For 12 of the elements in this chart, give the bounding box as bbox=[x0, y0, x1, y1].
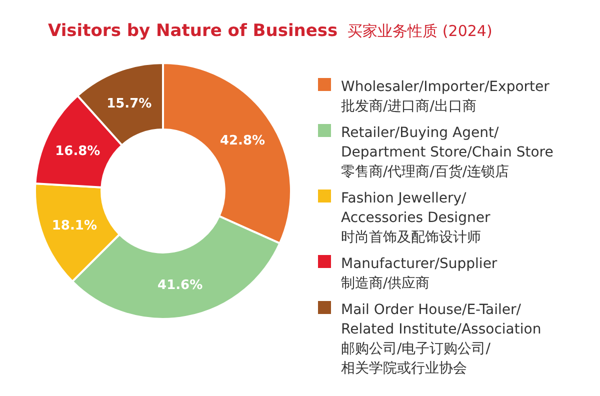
legend-label: Fashion Jewellery/ Accessories Designer 时尚首饰及配饰设计师 bbox=[341, 190, 490, 246]
legend-label: Manufacturer/Supplier 制造商/供应商 bbox=[341, 256, 498, 292]
chart-title: Visitors by Nature of Business bbox=[48, 21, 338, 41]
data-label: 16.8% bbox=[55, 144, 100, 159]
data-label: 42.8% bbox=[220, 134, 266, 149]
data-label: 15.7% bbox=[106, 96, 152, 112]
legend-label: Retailer/Buying Agent/ Department Store/Chain Store 零售商/代理商/百货/连锁店 bbox=[341, 125, 554, 180]
legend-label: Mail Order House/E-Tailer/ Related Institute/Association 邮购公司/电子订购公司/ 相关学院或行业协会 bbox=[341, 302, 542, 376]
chart-subtitle: 买家业务性质 (2024) bbox=[348, 22, 492, 40]
data-label: 41.6% bbox=[158, 278, 203, 294]
data-label: 18.1% bbox=[52, 218, 98, 234]
legend-label: Wholesaler/Importer/Exporter 批发商/进口商/出口商 bbox=[341, 79, 550, 114]
